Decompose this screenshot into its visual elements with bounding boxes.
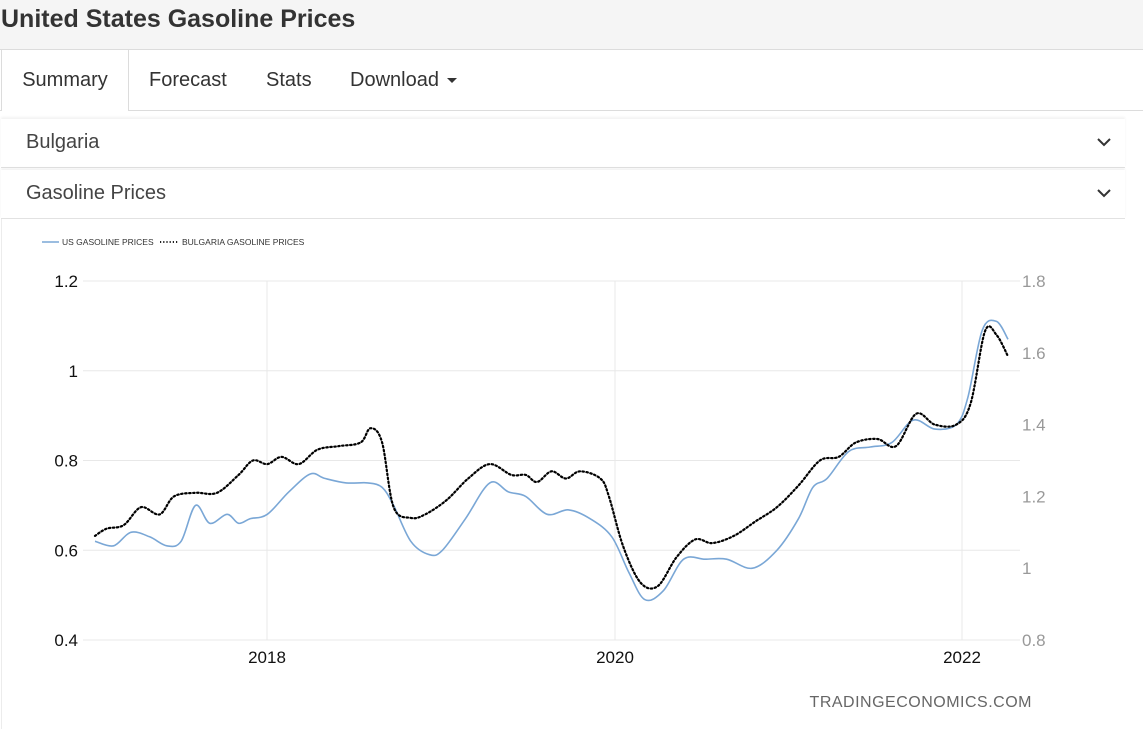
- chevron-down-icon: [1097, 189, 1111, 198]
- y-right-tick-label: 1.8: [1022, 272, 1046, 291]
- indicator-select[interactable]: Gasoline Prices: [1, 170, 1125, 219]
- series-line-bulgaria: [93, 325, 1010, 590]
- y-left-tick-label: 1.2: [54, 272, 78, 291]
- chart-series: [93, 319, 1010, 602]
- legend-label-bulgaria: BULGARIA GASOLINE PRICES: [182, 237, 305, 247]
- tab-download-label: Download: [350, 69, 439, 91]
- tab-summary[interactable]: Summary: [1, 50, 129, 111]
- y-right-tick-label: 1: [1022, 559, 1031, 578]
- tab-forecast-label: Forecast: [149, 69, 227, 91]
- chevron-down-icon: [1097, 138, 1111, 147]
- tab-stats[interactable]: Stats: [266, 50, 312, 110]
- x-axis: 2018 2020 2022: [248, 648, 981, 667]
- y-right-tick-label: 1.4: [1022, 416, 1046, 435]
- country-select-value: Bulgaria: [26, 131, 100, 153]
- legend-label-us: US GASOLINE PRICES: [62, 237, 154, 247]
- chart-grid: [83, 280, 1020, 641]
- indicator-select-value: Gasoline Prices: [26, 182, 167, 204]
- line-chart: 0.40.60.811.2 0.811.21.41.61.8 2018 2020 2…: [42, 237, 1046, 711]
- watermark: TRADINGECONOMICS.COM: [810, 694, 1032, 711]
- country-select[interactable]: Bulgaria: [1, 119, 1125, 168]
- tab-summary-label: Summary: [22, 69, 108, 91]
- series-line-us: [94, 319, 1009, 602]
- y-left-tick-label: 0.8: [54, 452, 78, 471]
- chart-container: 0.4 0.6 0.8 1 1.2 0.8 1 1.2 1.4 1.6 1.8 2018 2020 2…: [1, 219, 1126, 729]
- tab-bar: Summary Forecast Stats Download: [0, 50, 1143, 111]
- y-left-tick-label: 0.4: [54, 631, 78, 650]
- x-tick-label: 2020: [596, 648, 634, 667]
- tab-download[interactable]: Download: [350, 50, 457, 110]
- y-right-tick-label: 0.8: [1022, 631, 1046, 650]
- y-right-tick-label: 1.6: [1022, 344, 1046, 363]
- x-tick-label: 2022: [943, 648, 981, 667]
- caret-down-icon: [446, 78, 457, 84]
- y-left-tick-label: 0.6: [54, 541, 78, 560]
- title-bar: United States Gasoline Prices: [0, 0, 1143, 50]
- tab-forecast[interactable]: Forecast: [149, 50, 227, 110]
- tab-stats-label: Stats: [266, 69, 312, 91]
- page-title: United States Gasoline Prices: [1, 5, 356, 33]
- y-axis-right: 0.8 1 1.2 1.4 1.6 1.8: [1022, 272, 1046, 650]
- chart-legend: US GASOLINE PRICES BULGARIA GASOLINE PRIC…: [42, 237, 305, 247]
- y-axis-left: 0.4 0.6 0.8 1 1.2: [54, 272, 78, 650]
- y-left-tick-label: 1: [69, 362, 78, 381]
- x-tick-label: 2018: [248, 648, 286, 667]
- y-right-tick-label: 1.2: [1022, 487, 1046, 506]
